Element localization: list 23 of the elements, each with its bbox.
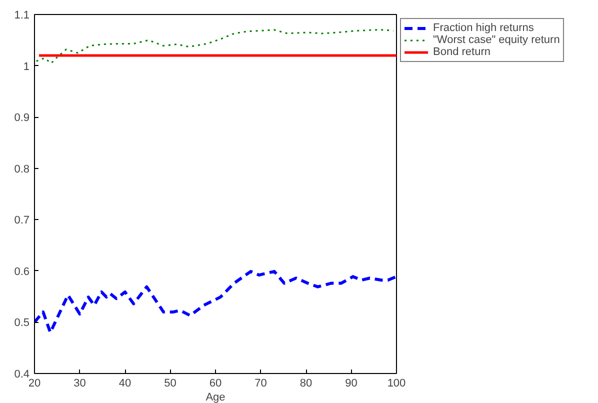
x-axis-title: Age bbox=[206, 392, 226, 403]
x-tick-label: 30 bbox=[74, 378, 86, 390]
y-tick-label: 0.8 bbox=[14, 163, 30, 176]
x-tick-label: 90 bbox=[345, 378, 358, 390]
x-tick-label: 50 bbox=[164, 378, 176, 390]
y-tick-label: 0.6 bbox=[14, 266, 30, 278]
y-tick-label: 1 bbox=[23, 60, 30, 73]
legend-label: "Worst case" equity return bbox=[433, 34, 560, 46]
y-tick-label: 0.4 bbox=[14, 368, 30, 380]
legend-label: Fraction high returns bbox=[433, 22, 534, 34]
line-series bbox=[36, 29, 394, 64]
x-tick-label: 100 bbox=[387, 378, 406, 390]
y-tick-label: 0.9 bbox=[14, 112, 30, 124]
x-tick-label: 60 bbox=[209, 378, 222, 390]
y-tick-label: 0.5 bbox=[14, 317, 30, 330]
x-tick-label: 80 bbox=[300, 378, 312, 390]
x-tick-label: 70 bbox=[254, 378, 267, 390]
y-tick-label: 1.1 bbox=[14, 10, 30, 22]
x-tick-label: 20 bbox=[28, 378, 41, 390]
legend-label: Bond return bbox=[433, 46, 490, 58]
line-series bbox=[34, 270, 396, 334]
y-tick-label: 0.7 bbox=[14, 214, 30, 227]
x-tick-label: 40 bbox=[118, 378, 132, 390]
